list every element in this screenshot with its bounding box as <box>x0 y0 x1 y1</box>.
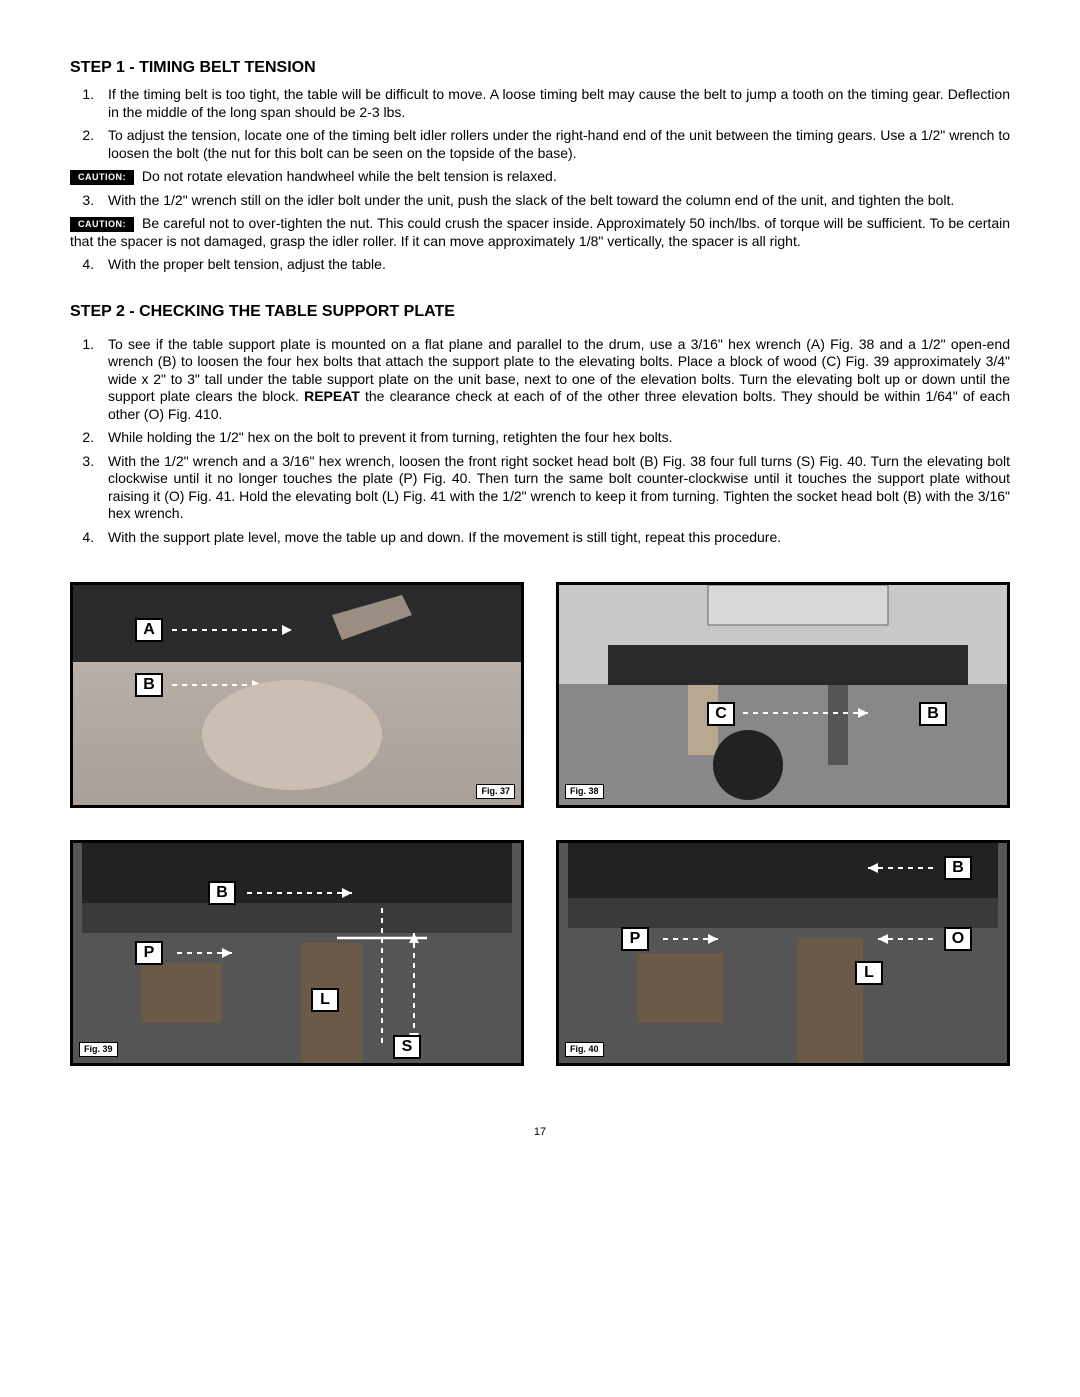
figure-37: A B Fig. 37 <box>70 582 524 808</box>
figure-40: B P O L Fig. 40 <box>556 840 1010 1066</box>
figure-label-A: A <box>135 618 163 642</box>
figure-label-B: B <box>135 673 163 697</box>
caution-text: Do not rotate elevation handwheel while … <box>142 168 557 184</box>
step1-list-c: With the proper belt tension, adjust the… <box>70 256 1010 274</box>
figure-row-1: A B Fig. 37 C B Fig. 38 <box>70 582 1010 808</box>
step1-list-b: With the 1/2" wrench still on the idler … <box>70 192 1010 210</box>
step2-list: To see if the table support plate is mou… <box>70 336 1010 547</box>
caution-badge: CAUTION: <box>70 217 134 232</box>
figure-label-S: S <box>393 1035 421 1059</box>
repeat-bold: REPEAT <box>304 388 360 404</box>
figure-label-B: B <box>208 881 236 905</box>
figure-label-C: C <box>707 702 735 726</box>
figure-caption: Fig. 38 <box>565 784 604 799</box>
figure-label-B: B <box>944 856 972 880</box>
step1-item-4: With the proper belt tension, adjust the… <box>98 256 1010 274</box>
figure-label-P: P <box>621 927 649 951</box>
step1-caution-1: CAUTION: Do not rotate elevation handwhe… <box>70 168 1010 186</box>
step1-list: If the timing belt is too tight, the tab… <box>70 86 1010 162</box>
figures: A B Fig. 37 C B Fig. 38 <box>70 582 1010 1066</box>
figure-38: C B Fig. 38 <box>556 582 1010 808</box>
figure-label-B: B <box>919 702 947 726</box>
figure-label-P: P <box>135 941 163 965</box>
figure-row-2: B P L S Fig. 39 B <box>70 840 1010 1066</box>
step2-item-3: With the 1/2" wrench and a 3/16" hex wre… <box>98 453 1010 523</box>
step2-item-2: While holding the 1/2" hex on the bolt t… <box>98 429 1010 447</box>
step2-item-1: To see if the table support plate is mou… <box>98 336 1010 424</box>
figure-caption: Fig. 39 <box>79 1042 118 1057</box>
step2-item-4: With the support plate level, move the t… <box>98 529 1010 547</box>
figure-38-svg <box>559 585 1007 805</box>
figure-label-O: O <box>944 927 972 951</box>
caution-text: Be careful not to over-tighten the nut. … <box>70 215 1010 249</box>
figure-40-svg <box>559 843 1007 1063</box>
figure-label-L: L <box>855 961 883 985</box>
step1-title: STEP 1 - TIMING BELT TENSION <box>70 58 1010 78</box>
step2-title: STEP 2 - CHECKING THE TABLE SUPPORT PLAT… <box>70 302 1010 322</box>
step1-item-3: With the 1/2" wrench still on the idler … <box>98 192 1010 210</box>
figure-caption: Fig. 37 <box>476 784 515 799</box>
figure-39: B P L S Fig. 39 <box>70 840 524 1066</box>
step1-item-1: If the timing belt is too tight, the tab… <box>98 86 1010 121</box>
page-number: 17 <box>70 1126 1010 1140</box>
figure-label-L: L <box>311 988 339 1012</box>
caution-badge: CAUTION: <box>70 170 134 185</box>
step1-item-2: To adjust the tension, locate one of the… <box>98 127 1010 162</box>
figure-caption: Fig. 40 <box>565 1042 604 1057</box>
step1-caution-2: CAUTION: Be careful not to over-tighten … <box>70 215 1010 250</box>
